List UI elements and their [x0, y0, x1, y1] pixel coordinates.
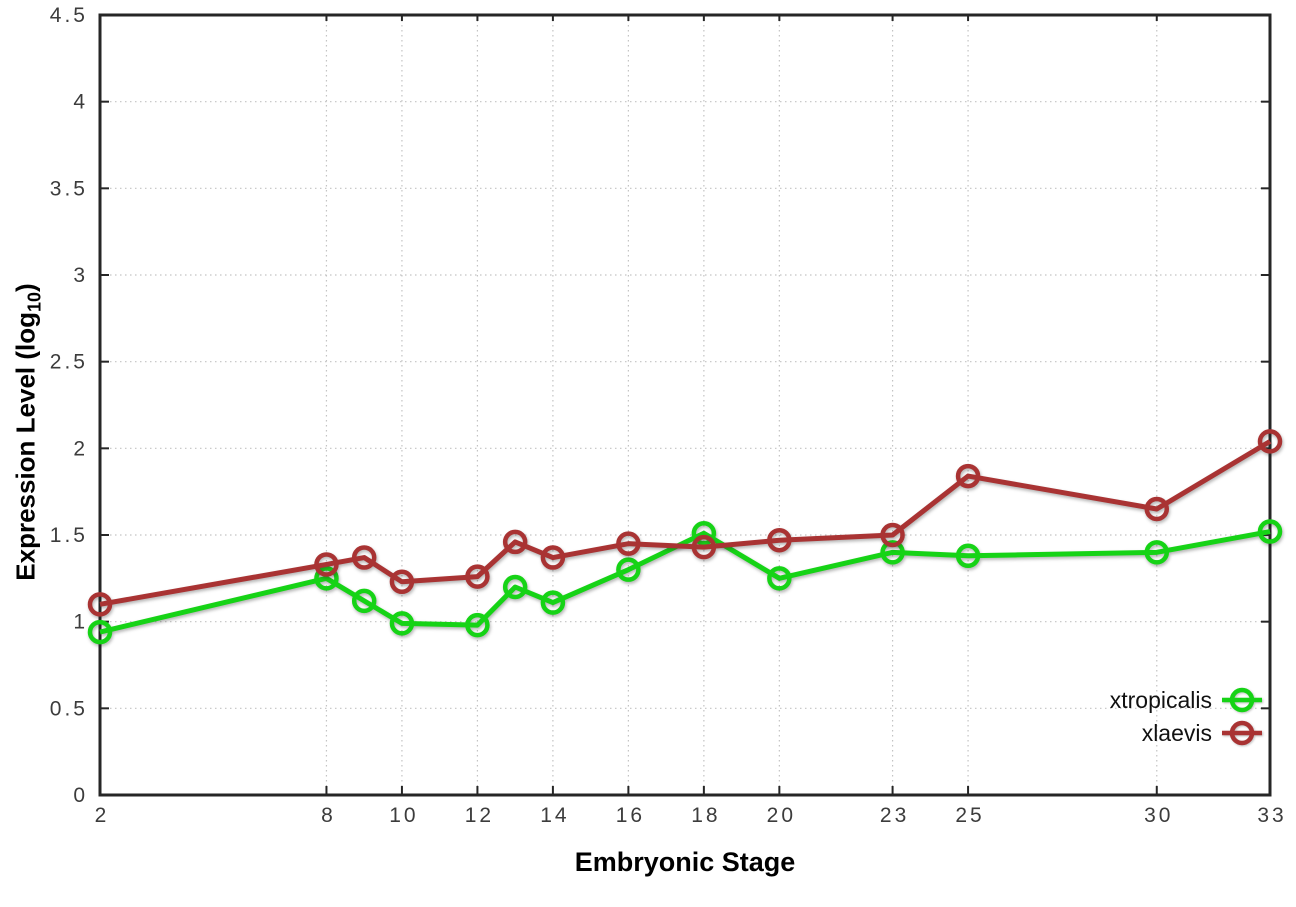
x-tick-label: 23: [880, 804, 909, 827]
data-point-marker: [389, 611, 415, 636]
y-tick-label: 1.5: [50, 524, 88, 547]
x-tick-label: 30: [1144, 804, 1173, 827]
y-tick-label: 2: [73, 437, 88, 460]
data-point-marker: [767, 527, 792, 553]
data-point-marker: [880, 522, 905, 548]
data-point-marker: [955, 463, 981, 489]
data-point-marker: [616, 531, 641, 556]
data-point-marker: [502, 529, 528, 555]
data-point-marker: [691, 521, 717, 546]
data-point-marker: [314, 552, 339, 577]
x-tick-label: 18: [691, 804, 720, 827]
y-tick-label: 3: [73, 264, 88, 287]
y-tick-label: 2.5: [50, 351, 88, 374]
x-tick-label: 14: [540, 804, 569, 827]
line-point-marker-icon: [1222, 720, 1262, 746]
legend-label: xtropicalis: [1109, 686, 1212, 713]
plot-border: [98, 13, 1272, 797]
data-point-marker: [540, 545, 566, 570]
line-point-marker-icon: [1222, 687, 1262, 713]
data-point-marker: [616, 557, 641, 582]
y-axis-title: Expression Level (log10): [10, 283, 45, 580]
data-point-marker: [351, 545, 377, 570]
legend-label: xlaevis: [1141, 719, 1212, 746]
data-point-marker: [691, 534, 717, 560]
data-point-marker: [465, 612, 490, 638]
y-tick-label: 4: [73, 91, 88, 114]
data-point-marker: [1144, 496, 1170, 522]
series-xtropicalis: [87, 519, 1283, 645]
legend: xtropicalis xlaevis: [1110, 684, 1262, 749]
y-axis-title-close: ): [10, 283, 41, 292]
x-tick-label: 16: [616, 804, 645, 827]
series-xlaevis: [87, 429, 1283, 617]
x-tick-label: 10: [389, 804, 418, 827]
data-point-marker: [351, 588, 377, 614]
data-point-marker: [87, 619, 113, 645]
y-tick-label: 0.5: [50, 697, 88, 720]
y-tick-label: 0: [73, 784, 88, 807]
data-point-marker: [87, 592, 113, 617]
x-tick-label: 2: [95, 804, 110, 827]
y-tick-label: 1: [73, 611, 88, 634]
data-point-marker: [955, 543, 981, 569]
legend-item-xtropicalis: xtropicalis: [1110, 684, 1262, 716]
x-tick-label: 20: [767, 804, 796, 827]
data-point-marker: [465, 564, 490, 589]
y-axis-title-subscript: 10: [24, 291, 45, 312]
y-tick-label: 3.5: [50, 177, 88, 200]
x-tick-label: 8: [321, 804, 336, 827]
x-tick-label: 33: [1257, 804, 1286, 827]
data-point-marker: [540, 590, 566, 615]
data-point-marker: [1257, 429, 1283, 454]
x-tick-label: 12: [465, 804, 494, 827]
data-point-marker: [314, 566, 339, 591]
data-point-marker: [767, 566, 792, 591]
x-axis-title: Embryonic Stage: [574, 847, 796, 877]
data-point-marker: [880, 540, 905, 565]
data-point-marker: [1257, 519, 1283, 544]
y-axis-title-text: Expression Level (log: [10, 311, 41, 581]
series-line: [99, 529, 1271, 635]
x-tick-label: 25: [955, 804, 984, 827]
y-tick-label: 4.5: [50, 4, 88, 27]
series-line: [99, 439, 1272, 607]
legend-item-xlaevis: xlaevis: [1110, 717, 1262, 749]
data-point-marker: [1144, 540, 1170, 565]
data-point-marker: [502, 574, 528, 600]
data-point-marker: [389, 569, 415, 595]
